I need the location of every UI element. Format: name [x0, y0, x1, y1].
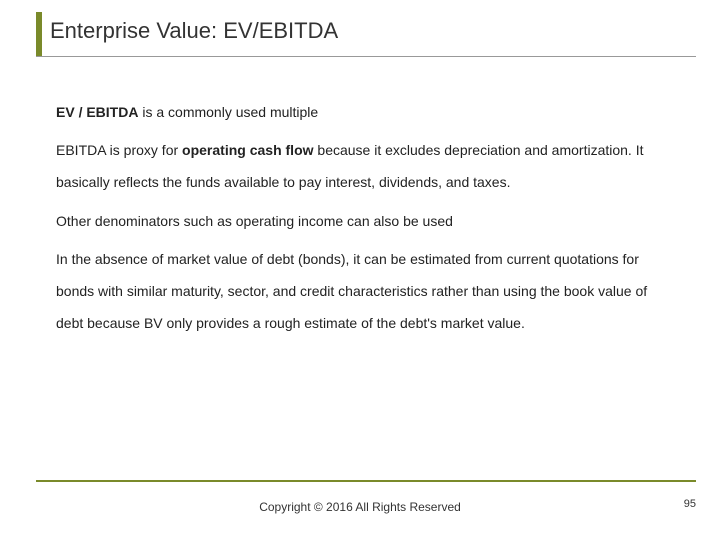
p1-rest: is a commonly used multiple — [138, 104, 318, 120]
p1-bold: EV / EBITDA — [56, 104, 138, 120]
title-underline — [36, 56, 696, 57]
paragraph-1: EV / EBITDA is a commonly used multiple — [56, 96, 666, 128]
body-text: EV / EBITDA is a commonly used multiple … — [56, 96, 666, 345]
p2-bold: operating cash flow — [182, 142, 313, 158]
copyright-text: Copyright © 2016 All Rights Reserved — [0, 500, 720, 514]
p2-pre: EBITDA is proxy for — [56, 142, 182, 158]
paragraph-4: In the absence of market value of debt (… — [56, 243, 666, 340]
accent-bar — [36, 12, 42, 56]
paragraph-3: Other denominators such as operating inc… — [56, 205, 666, 237]
paragraph-2: EBITDA is proxy for operating cash flow … — [56, 134, 666, 198]
page-number: 95 — [684, 498, 696, 510]
page-title: Enterprise Value: EV/EBITDA — [50, 18, 338, 44]
footer-rule — [36, 480, 696, 482]
